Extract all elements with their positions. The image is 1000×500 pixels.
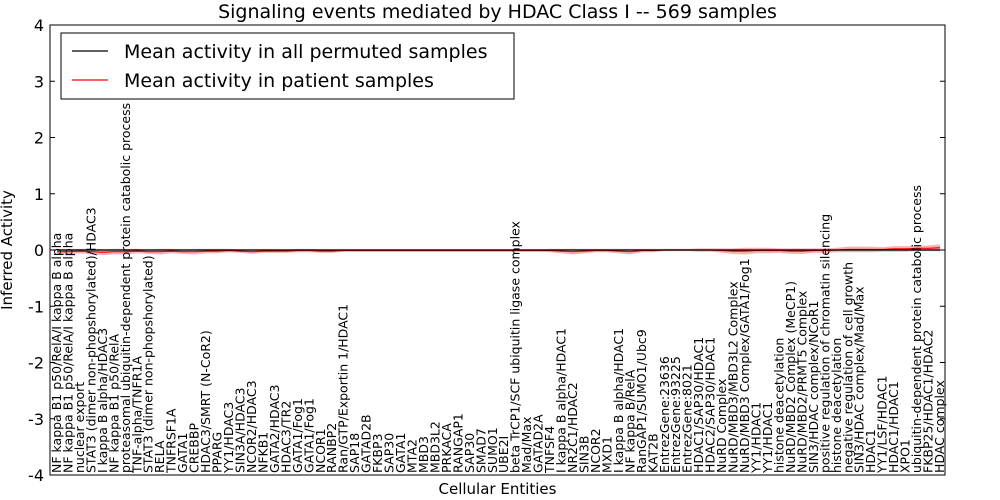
x-tick-label: RANGAP1 [450, 413, 465, 473]
x-tick-label: SAP30 [382, 433, 397, 473]
y-tick-label: 3 [34, 72, 44, 91]
y-tick-label: 0 [34, 241, 44, 260]
x-tick-label: EntrezGene:8021 [680, 364, 695, 473]
x-tick-label: PPARG [210, 432, 225, 473]
x-tick-label: SAP18 [347, 433, 362, 473]
x-tick-label: YY1/LSF/HDAC1 [875, 375, 890, 474]
x-tick-label: NuRD/MBD2/PRMT5 Complex [794, 291, 809, 473]
x-tick-label: HDAC2/SAP30/HDAC1 [703, 337, 718, 473]
legend: Mean activity in all permuted samples Me… [60, 32, 515, 100]
legend-label-patient: Mean activity in patient samples [124, 70, 434, 92]
x-tick-label: EntrezGene:23636 [657, 356, 672, 473]
x-tick-label: XPO1 [898, 439, 913, 473]
y-tick-label: 1 [34, 185, 44, 204]
x-tick-label: MTA2 [404, 439, 419, 473]
x-tick-label: NCOR2 [588, 428, 603, 473]
chart-title: Signaling events mediated by HDAC Class … [218, 1, 777, 23]
x-tick-label: HDAC1 [863, 429, 878, 473]
y-tick-label: 2 [34, 129, 44, 148]
x-tick-label: TNFRSF1A [164, 408, 179, 474]
x-tick-label: FKBP25/HDAC1/HDAC2 [921, 330, 936, 473]
x-tick-label: NF kappa B/RelA [622, 369, 637, 473]
x-tick-label: NF kappa B1 p50/RelA [106, 333, 121, 473]
x-tick-label: MBD3L2 [427, 421, 442, 473]
x-tick-label: GATA1/Fog1 [290, 398, 305, 473]
x-tick-label: Ran/GTP/Exportin 1/HDAC1 [336, 304, 351, 473]
x-tick-label: FKBP3 [370, 434, 385, 473]
x-tick-label: SIN3B [577, 436, 592, 474]
x-tick-label: HDAC1/HDAC1 [886, 381, 901, 473]
x-tick-label: nuclear export [72, 382, 87, 473]
legend-label-permuted: Mean activity in all permuted samples [124, 41, 487, 63]
x-tick-label: histone deacetylation [771, 338, 786, 473]
x-tick-label: NFKB1 [255, 432, 270, 473]
x-tick-label: MBD3 [416, 436, 431, 473]
x-tick-label: GATAD2A [531, 414, 546, 473]
x-tick-label: proteasomal ubiquitin-dependent protein … [118, 103, 133, 473]
series-lines [57, 247, 941, 253]
x-axis-label: Cellular Entities [439, 480, 557, 498]
x-tick-label: GATA1 [175, 433, 190, 473]
x-tick-label: STAT3 (dimer non-phopshorylated) [141, 255, 156, 473]
y-tick-label: -4 [28, 466, 44, 485]
x-tick-label: STAT3 (dimer non-phopshorylated)/HDAC3 [83, 207, 98, 473]
x-tick-label: positive regulation of chromatin silenci… [817, 214, 832, 473]
x-tick-label: SAP30 [462, 433, 477, 473]
x-tick-label: NCOR2/HDAC3 [244, 380, 259, 473]
x-tick-label: NuRD/MBD2 Complex (MeCP1) [783, 281, 798, 473]
x-tick-label: MXD1 [599, 436, 614, 473]
x-tick-label: RANBP2 [324, 423, 339, 473]
x-tick-label: SIN3/HDAC complex/Mad/Max [852, 286, 867, 473]
x-tick-label: HDAC3/SMRT (N-CoR2) [198, 330, 213, 473]
y-axis-label: Inferred Activity [0, 190, 16, 310]
x-tick-label: NuRD/MBD3 Complex/GATA1/Fog1 [737, 258, 752, 473]
x-tick-label: HDAC3/TR2 [278, 401, 293, 473]
x-tick-label: ubiquitin-dependent protein catabolic pr… [909, 185, 924, 473]
x-tick-label: NR2C1/HDAC2 [565, 382, 580, 473]
y-tick-label: -3 [28, 410, 44, 429]
x-tick-label: TNF-alpha/TNFR1A [129, 356, 144, 474]
x-tick-label: YY1/HDAC1 [749, 402, 764, 474]
x-tick-label: NF kappa B1 p50/RelA/I kappa B alpha [60, 233, 75, 473]
x-tick-label: NCOR1 [313, 428, 328, 473]
x-tick-label: HDAC complex [932, 380, 947, 473]
x-tick-label: GATA1 [393, 433, 408, 473]
x-tick-label: I kappa B alpha/HDAC3 [95, 328, 110, 473]
x-tick-label: I kappa B alpha/HDAC1 [611, 328, 626, 473]
x-tick-label: GATA2/HDAC3 [267, 385, 282, 473]
x-tick-label: CREBBP [187, 423, 202, 473]
x-tick-label: GATA1/Fog1 [301, 398, 316, 473]
x-tick-label: PRKACA [439, 423, 454, 473]
x-tick-label: SUMO1 [485, 427, 500, 473]
x-tick-label: histone deacetylation [829, 338, 844, 473]
x-tick-label: KAT2B [645, 433, 660, 473]
y-tick-label: 4 [34, 16, 44, 35]
x-tick-label: negative regulation of cell growth [840, 262, 855, 473]
legend-box [60, 32, 515, 100]
x-tick-label: I kappa B alpha/HDAC1 [554, 328, 569, 473]
x-tick-label: EntrezGene:93225 [668, 356, 683, 473]
x-tick-label: NuRD/MBD3/MBD3L2 Complex [726, 281, 741, 473]
x-tick-label: NF kappa B1 p50/RelA/I kappa B alpha [49, 233, 64, 473]
x-tick-label: SMAD7 [473, 428, 488, 473]
x-tick-label: NuRD Complex [714, 379, 729, 473]
y-tick-label: -2 [28, 354, 44, 373]
x-tick-label: RanGAP1/SUMO1/Ubc9 [634, 329, 649, 473]
x-tick-label: HDAC1/SAP30/HDAC1 [691, 337, 706, 473]
x-tick-label: YY1/HDAC1 [760, 402, 775, 474]
x-tick-label: SIN3/HDAC complex/NCoR1 [806, 300, 821, 473]
x-tick-label: Mad/Max [519, 417, 534, 473]
x-tick-label: YY1/HDAC3 [221, 402, 236, 474]
x-tick-label: SIN3A/HDAC3 [232, 387, 247, 473]
x-tick-label: beta TrCP1/SCF ubiquitin ligase complex [508, 221, 523, 473]
x-tick-label: UBE2I [496, 436, 511, 473]
x-tick-label: RELA [152, 440, 167, 473]
y-tick-label: -1 [28, 297, 44, 316]
x-tick-label: GATAD2B [359, 414, 374, 473]
y-axis: -4 -3 -2 -1 0 1 2 3 4 [28, 16, 945, 485]
x-tick-label: TNFSF4 [542, 426, 557, 474]
